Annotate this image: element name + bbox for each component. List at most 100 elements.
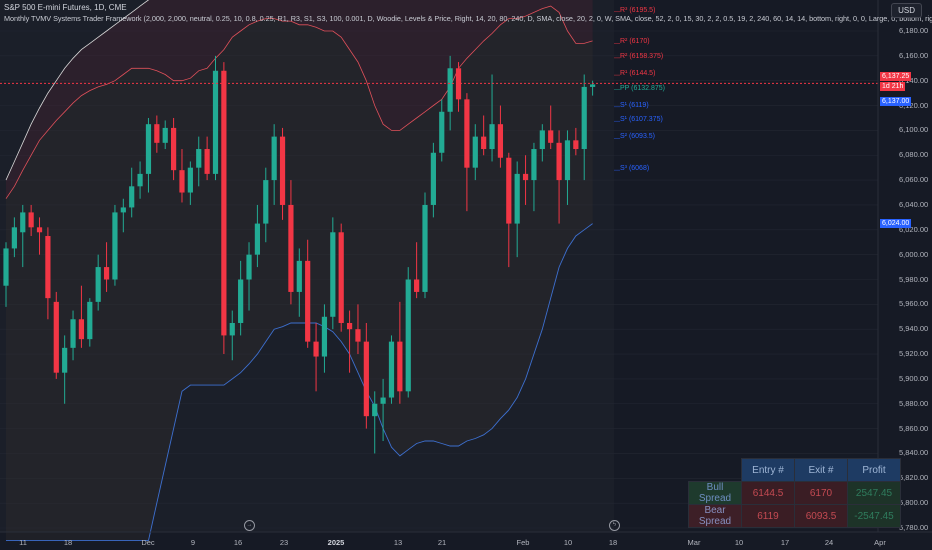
candle-body (95, 267, 101, 302)
candle-body (422, 204, 428, 292)
price-tick-label: 6,020.00 (899, 224, 929, 234)
candle-body (137, 173, 143, 187)
candle-body (539, 130, 545, 150)
candle-body (548, 130, 554, 143)
time-tick-label: 21 (437, 538, 447, 547)
price-tick-label: 6,120.00 (899, 100, 929, 110)
candle-body (489, 124, 495, 150)
upper-band-white-line (5, 0, 150, 181)
pivot-label: R² (6170) (620, 38, 650, 46)
pivot-label: R² (6158.375) (620, 52, 664, 60)
candle-body (380, 397, 386, 404)
candle-body (87, 301, 93, 340)
price-tick-label: 5,780.00 (899, 523, 929, 532)
upper-band-red-line (5, 5, 593, 199)
price-tick-label: 6,000.00 (899, 249, 929, 259)
price-tick-label: 6,080.00 (899, 150, 929, 160)
candle-body (3, 248, 9, 286)
time-tick-label: 23 (279, 538, 289, 547)
candle-body (305, 260, 311, 342)
candle-body (556, 142, 562, 181)
lower-band-price-tag: 6,024.00 (880, 219, 912, 228)
candle-body (573, 140, 579, 150)
currency-button[interactable]: USD (891, 3, 922, 18)
candle-body (112, 212, 118, 280)
symbol-title[interactable]: S&P 500 E-mini Futures, 1D, CME (4, 3, 127, 12)
pivot-label: R³ (6195.5) (620, 6, 656, 14)
candle-body (455, 68, 462, 100)
candle-body (564, 140, 571, 181)
candle-body (204, 149, 210, 174)
time-tick-label: 18 (608, 538, 618, 547)
candle-body (154, 124, 160, 143)
bear-exit: 6093.5 (794, 504, 848, 528)
candle-body (288, 204, 294, 292)
pivot-label: S¹ (6119) (620, 101, 649, 109)
table-corner (689, 459, 742, 482)
price-tick-label: 5,860.00 (899, 423, 929, 433)
candle-body (20, 212, 26, 233)
candle-body (439, 111, 445, 153)
price-tick-label: 5,820.00 (899, 473, 929, 483)
candle-body (405, 279, 411, 392)
exit-header: Exit # (794, 458, 848, 482)
candle-body (145, 124, 152, 174)
bull-spread-row: Bull Spread 6144.5 6170 2547.45 (688, 481, 901, 505)
candle-body (590, 84, 596, 87)
candle-body (338, 232, 344, 323)
lower-band-blue-line (6, 223, 593, 541)
candle-body (238, 279, 244, 323)
time-tick-label: 2025 (327, 538, 345, 547)
candle-body (70, 319, 76, 348)
event-icon[interactable]: → (244, 520, 255, 531)
candle-body (28, 212, 34, 228)
candle-body (497, 124, 504, 158)
price-tick-label: 5,880.00 (899, 398, 929, 408)
candle-body (36, 227, 43, 233)
price-tick-label: 6,060.00 (899, 175, 929, 185)
candle-body (212, 70, 219, 174)
price-tick-label: 5,960.00 (899, 299, 929, 309)
candle-body (447, 68, 453, 112)
candle-body (296, 260, 302, 292)
time-tick-label: 17 (780, 538, 790, 547)
candle-body (229, 322, 235, 336)
bull-spread-label: Bull Spread (688, 481, 742, 505)
candle-body (514, 173, 520, 224)
pivot-label: S³ (6068) (620, 165, 650, 173)
price-tick-label: 6,140.00 (899, 75, 929, 85)
candle-body (581, 86, 587, 150)
time-tick-label: 9 (190, 538, 196, 547)
candle-body (330, 232, 336, 317)
price-tick-label: 6,040.00 (899, 199, 929, 209)
candle-body (129, 186, 135, 208)
candle-body (221, 70, 227, 336)
candle-body (271, 136, 277, 181)
bull-entry: 6144.5 (741, 481, 795, 505)
price-tick-label: 6,160.00 (899, 50, 929, 60)
candle-body (430, 152, 436, 205)
entry-header: Entry # (741, 458, 795, 482)
current-price-tag: 6,137.25 (880, 72, 912, 81)
time-tick-label: 24 (824, 538, 834, 547)
indicator-title[interactable]: Monthly TVMV Systems Trader Framework (2… (4, 14, 932, 23)
candle-body (179, 170, 185, 193)
price-tick-label: 5,980.00 (899, 274, 929, 284)
candle-body (388, 341, 395, 398)
bear-spread-row: Bear Spread 6119 6093.5 -2547.45 (688, 504, 901, 528)
candle-body (78, 319, 85, 340)
candle-body (246, 254, 252, 280)
countdown-tag: 1d 21h (880, 82, 906, 91)
lightning-icon[interactable]: ϟ (609, 520, 620, 531)
candle-body (472, 136, 478, 168)
bull-exit: 6170 (794, 481, 848, 505)
pivot-label: S¹ (6107.375) (620, 116, 663, 124)
candle-body (522, 173, 529, 181)
candle-body (263, 180, 269, 224)
price-tick-label: 5,840.00 (899, 448, 929, 458)
price-tick-label: 6,100.00 (899, 125, 929, 135)
candle-body (62, 347, 68, 373)
time-tick-label: Feb (516, 538, 530, 547)
time-tick-label: 16 (233, 538, 243, 547)
